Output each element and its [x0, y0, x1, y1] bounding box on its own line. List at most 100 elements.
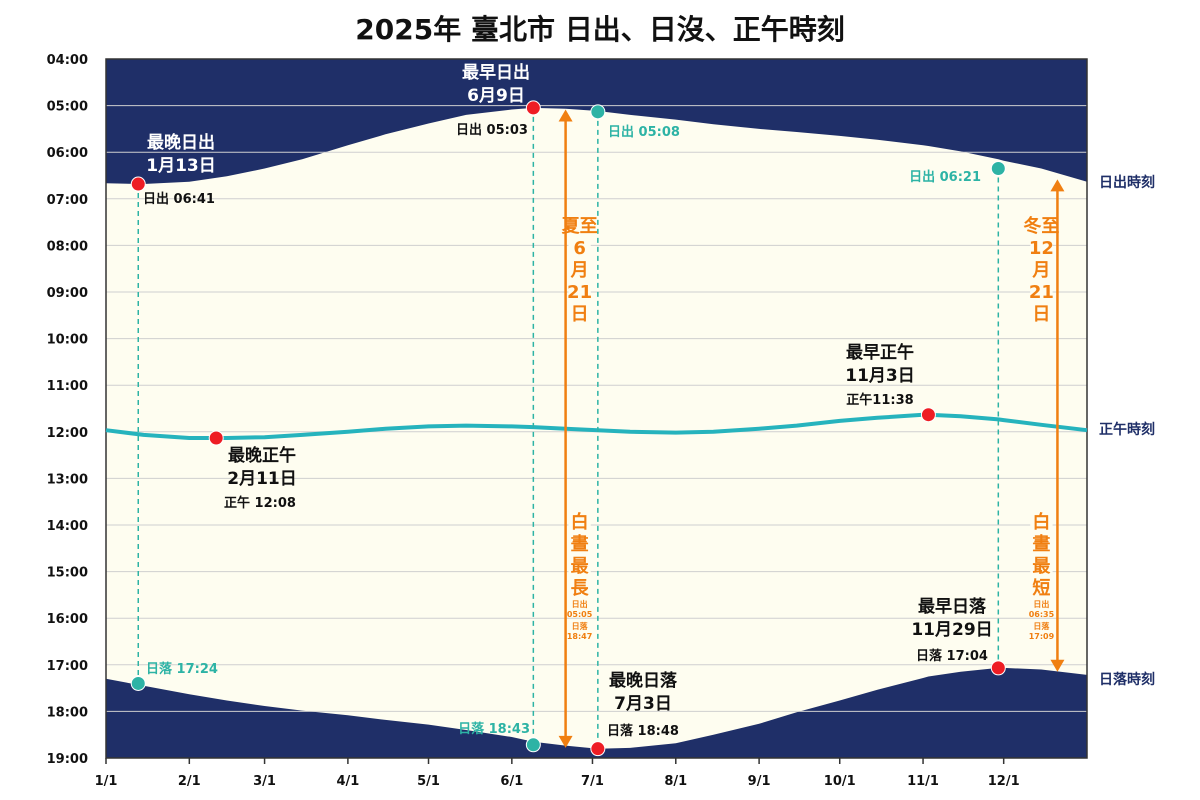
- x-tick-label: 8/1: [664, 774, 687, 789]
- summer-sunset-text: 日落: [572, 621, 589, 631]
- y-tick-label: 04:00: [47, 53, 88, 68]
- x-tick-label: 1/1: [95, 774, 118, 789]
- latest-noon-title: 最晚正午: [228, 445, 296, 466]
- summer-longest-label-bg: [568, 533, 591, 556]
- earliest-sunset-value: 日落 17:04: [916, 648, 988, 664]
- y-tick-label: 10:00: [47, 333, 88, 348]
- latest-sunset-title: 最晚日落: [609, 670, 678, 691]
- jan-sunset-value: 日落 17:24: [146, 661, 218, 677]
- earliest-noon-title: 最早正午: [846, 342, 914, 363]
- winter-shortest-label-bg: [1030, 577, 1053, 600]
- y-tick-label: 09:00: [47, 286, 88, 301]
- x-tick-label: 4/1: [336, 774, 359, 789]
- winter-solstice-label-bg: [1030, 281, 1053, 304]
- latest-sunrise-title: 最晚日出: [147, 132, 215, 153]
- summer-arrow-head-bottom: [558, 735, 573, 748]
- winter-shortest-label: 白: [1032, 511, 1050, 533]
- summer-solstice-label-bg: [568, 281, 591, 304]
- winter-arrow-head-top: [1050, 179, 1065, 192]
- winter-sunrise-text: 日出: [1033, 599, 1049, 609]
- y-tick-label: 12:00: [47, 426, 88, 441]
- winter-sunset-value: 17:09: [1029, 632, 1055, 641]
- earliest-sunset-date: 11月29日: [911, 620, 992, 640]
- y-tick-label: 14:00: [47, 519, 88, 534]
- summer-solstice-label-bg: [568, 237, 591, 260]
- y-tick-label: 17:00: [47, 659, 88, 674]
- noon-series-label: 正午時刻: [1099, 421, 1155, 438]
- jul-sunrise-value: 日出 05:08: [608, 124, 680, 140]
- summer-longest-label-bg: [568, 555, 591, 578]
- plot-frame: [105, 58, 1088, 759]
- winter-solstice-label: 21: [1029, 282, 1054, 303]
- summer-solstice-label-bg: [568, 303, 591, 326]
- sunrise-series-label: 日出時刻: [1099, 174, 1155, 191]
- summer-solstice-label-bg: [568, 215, 591, 238]
- latest-noon-value: 正午 12:08: [224, 495, 296, 511]
- earliest-noon-dot: [920, 407, 936, 423]
- y-tick-label: 05:00: [47, 100, 88, 115]
- x-tick-label: 10/1: [824, 774, 856, 789]
- latest-sunrise-dot: [130, 176, 146, 192]
- summer-solstice-label: 夏至: [562, 216, 598, 237]
- summer-sunset-value: 18:47: [567, 632, 592, 641]
- winter-solstice-label-bg: [1030, 215, 1053, 238]
- latest-sunrise-value: 日出 06:41: [143, 191, 215, 207]
- winter-sunset-text: 日落: [1033, 621, 1050, 631]
- latest-noon-dot: [208, 430, 224, 446]
- summer-sunrise-text: 日出: [572, 599, 588, 609]
- summer-longest-label-bg: [568, 577, 591, 600]
- y-tick-label: 11:00: [47, 379, 88, 394]
- jul-sunrise-dot: [590, 104, 606, 120]
- earliest-sunset-dot: [990, 660, 1006, 676]
- winter-shortest-label: 晝: [1032, 533, 1050, 555]
- y-tick-label: 18:00: [47, 705, 88, 720]
- winter-solstice-label: 月: [1031, 260, 1050, 281]
- y-tick-label: 06:00: [47, 146, 88, 161]
- summer-solstice-label: 月: [570, 260, 589, 281]
- x-tick-label: 5/1: [417, 774, 440, 789]
- y-tick-label: 07:00: [47, 193, 88, 208]
- x-tick-label: 7/1: [581, 774, 604, 789]
- latest-sunrise-date: 1月13日: [146, 156, 216, 176]
- summer-longest-label: 白: [571, 511, 589, 533]
- winter-arrow-head-bottom: [1050, 659, 1065, 672]
- x-tick-label: 11/1: [907, 774, 939, 789]
- winter-solstice-label: 12: [1029, 238, 1054, 259]
- winter-solstice-label-bg: [1030, 303, 1053, 326]
- earliest-sunrise-dot: [525, 100, 541, 116]
- summer-solstice-label-bg: [568, 259, 591, 282]
- summer-arrow-head-top: [558, 109, 573, 122]
- earliest-noon-date: 11月3日: [845, 366, 915, 386]
- winter-solstice-label: 日: [1032, 304, 1050, 325]
- jun-sunset-value: 日落 18:43: [458, 721, 530, 737]
- y-tick-label: 16:00: [47, 612, 88, 627]
- y-tick-label: 19:00: [47, 752, 88, 767]
- winter-shortest-label-bg: [1030, 511, 1053, 534]
- summer-sunrise-value: 05:05: [567, 610, 593, 619]
- latest-noon-date: 2月11日: [227, 469, 297, 489]
- chart-title: 2025年 臺北市 日出、日沒、正午時刻: [355, 13, 845, 46]
- winter-solstice-label-bg: [1030, 237, 1053, 260]
- earliest-noon-value: 正午11:38: [846, 392, 913, 408]
- nov-sunrise-dot: [990, 161, 1006, 177]
- winter-shortest-label: 最: [1032, 556, 1051, 577]
- earliest-sunrise-date: 6月9日: [467, 86, 525, 106]
- noon-line: [105, 412, 1088, 440]
- y-tick-label: 08:00: [47, 239, 88, 254]
- summer-longest-label: 最: [571, 556, 590, 577]
- nov-sunrise-value: 日出 06:21: [909, 169, 981, 185]
- winter-sunrise-value: 06:35: [1029, 610, 1055, 619]
- summer-longest-label: 長: [571, 578, 590, 599]
- x-tick-label: 12/1: [988, 774, 1020, 789]
- y-tick-label: 15:00: [47, 566, 88, 581]
- x-tick-label: 3/1: [253, 774, 276, 789]
- sunset-series-label: 日落時刻: [1099, 671, 1155, 688]
- summer-longest-label-bg: [568, 511, 591, 534]
- winter-solstice-label: 冬至: [1023, 215, 1059, 237]
- x-tick-label: 9/1: [748, 774, 771, 789]
- earliest-sunrise-value: 日出 05:03: [456, 122, 528, 138]
- winter-shortest-label-bg: [1030, 533, 1053, 556]
- summer-solstice-label: 6: [573, 238, 586, 259]
- winter-shortest-label: 短: [1032, 577, 1050, 599]
